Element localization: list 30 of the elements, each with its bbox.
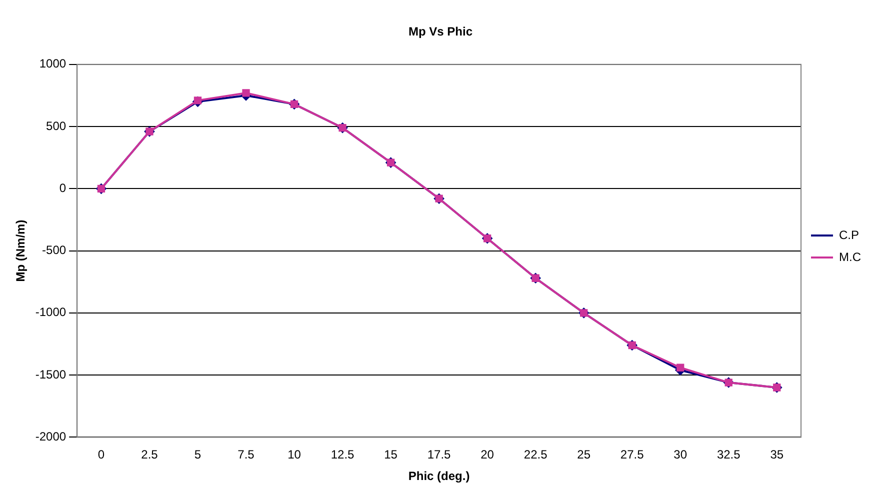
- x-tick-label: 5: [194, 448, 202, 462]
- legend-label: C.P: [839, 228, 860, 242]
- y-tick-label: -1500: [35, 367, 66, 382]
- chart-title: Mp Vs Phic: [408, 24, 473, 39]
- x-axis-title: Phic (deg.): [408, 469, 470, 484]
- x-tick-label: 0: [98, 448, 105, 462]
- x-tick-label: 22.5: [524, 448, 548, 462]
- y-tick-label: 500: [46, 118, 66, 133]
- y-axis-title: Mp (Nm/m): [14, 220, 28, 282]
- x-tick-label: 10: [288, 448, 302, 462]
- x-tick-label: 30: [674, 448, 688, 462]
- point: [242, 89, 250, 97]
- x-tick-label: 7.5: [238, 448, 255, 462]
- legend-label: M.C: [839, 250, 862, 264]
- y-tick-label: 1000: [39, 56, 66, 71]
- x-tick-label: 2.5: [141, 448, 158, 462]
- y-tick-label: -1000: [35, 305, 66, 320]
- y-tick-label: -500: [42, 243, 66, 258]
- y-tick-label: -2000: [35, 430, 66, 444]
- x-tick-label: 20: [480, 448, 494, 462]
- x-tick-label: 35: [770, 448, 784, 462]
- x-tick-label: 12.5: [330, 448, 355, 462]
- point: [676, 364, 684, 372]
- y-tick-label: 0: [59, 180, 66, 195]
- x-tick-label: 17.5: [427, 448, 452, 462]
- x-tick-label: 25: [577, 448, 591, 462]
- point: [194, 96, 202, 104]
- x-tick-label: 27.5: [620, 448, 644, 462]
- x-tick-label: 32.5: [716, 448, 741, 462]
- x-tick-label: 15: [384, 448, 398, 462]
